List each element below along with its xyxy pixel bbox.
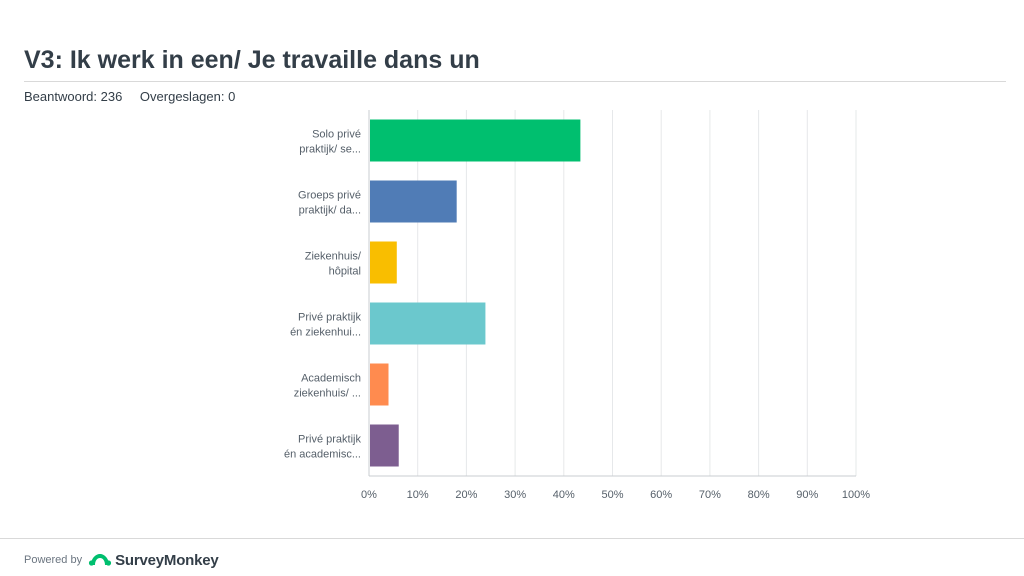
x-tick-label: 50%	[601, 489, 623, 501]
chart-category-labels: Solo privé praktijk/ se... Groeps privé pra…	[284, 129, 362, 461]
surveymonkey-logo-icon	[88, 554, 112, 566]
skipped-count: Overgeslagen: 0	[139, 89, 236, 104]
surveymonkey-link[interactable]: SurveyMonkey	[88, 551, 219, 569]
category-label: Groeps privé praktijk/ da...	[298, 190, 361, 217]
bar[interactable]	[370, 241, 397, 284]
x-tick-label: 10%	[407, 489, 429, 501]
x-tick-label: 80%	[748, 489, 770, 501]
chart-x-axis-ticks: 0% 10% 20% 30% 40% 50% 60% 70% 80% 90% 100%	[361, 489, 870, 501]
chart-bars	[370, 119, 581, 467]
category-label: Solo privé praktijk/ se...	[299, 129, 361, 156]
x-tick-label: 40%	[553, 489, 575, 501]
x-tick-label: 100%	[842, 489, 870, 501]
footer-divider	[0, 538, 1024, 539]
title-divider	[24, 81, 1006, 82]
x-tick-label: 0%	[361, 489, 377, 501]
category-label: Ziekenhuis/hôpital	[305, 251, 362, 278]
response-stats: Beantwoord: 236 Overgeslagen: 0	[24, 89, 249, 104]
page-title: V3: Ik werk in een/ Je travaille dans un	[24, 46, 480, 74]
footer: Powered by SurveyMonkey	[24, 550, 219, 570]
x-tick-label: 60%	[650, 489, 672, 501]
x-tick-label: 90%	[796, 489, 818, 501]
bar[interactable]	[370, 363, 389, 406]
bar-chart: Solo privé praktijk/ se... Groeps privé pra…	[284, 110, 870, 501]
category-label: Academisch ziekenhuis/ ...	[294, 373, 361, 400]
bar[interactable]	[370, 302, 486, 345]
category-label: Privé praktijk én academisc...	[284, 434, 362, 461]
bar[interactable]	[370, 424, 399, 467]
category-label: Privé praktijk én ziekenhui...	[290, 312, 361, 339]
answered-count: Beantwoord: 236	[24, 89, 123, 104]
powered-by-text: Powered by	[24, 554, 83, 566]
bar[interactable]	[370, 180, 457, 223]
x-tick-label: 30%	[504, 489, 526, 501]
x-tick-label: 70%	[699, 489, 721, 501]
chart-gridlines	[368, 110, 857, 477]
bar[interactable]	[370, 119, 581, 162]
brand-name: SurveyMonkey	[115, 551, 219, 569]
x-tick-label: 20%	[455, 489, 477, 501]
